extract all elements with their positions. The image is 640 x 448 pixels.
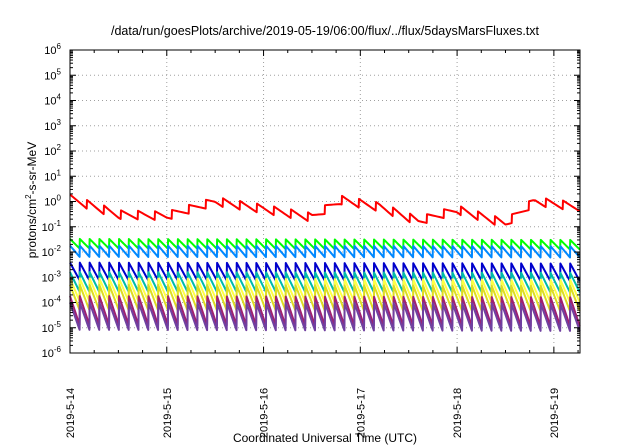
y-tick-base: 10 xyxy=(44,96,56,108)
flux-series-line-2 xyxy=(69,244,581,259)
y-axis-label-sup: 2 xyxy=(24,194,33,199)
y-tick-exp: 2 xyxy=(57,143,62,152)
y-tick-label: 10-1 xyxy=(42,219,62,234)
x-axis-label: Coordinated Universal Time (UTC) xyxy=(233,431,417,445)
y-tick-label: 10-5 xyxy=(42,320,62,335)
y-tick-base: 10 xyxy=(44,146,56,158)
x-tick-label: 2019-5-18 xyxy=(452,388,464,438)
grid-lines xyxy=(70,50,580,353)
y-axis-label-suffix: -s-sr-MeV xyxy=(25,142,39,195)
y-axis-label: protons/cm2-s-sr-MeV xyxy=(24,142,39,258)
flux-series-line-8 xyxy=(69,301,581,332)
y-tick-exp: -5 xyxy=(54,320,62,329)
y-axis-ticks: 10610510410310210110010-110-210-310-410-… xyxy=(42,42,580,360)
x-tick-label: 2019-5-14 xyxy=(65,388,77,438)
y-tick-base: 10 xyxy=(42,348,54,360)
y-tick-base: 10 xyxy=(44,197,56,209)
y-tick-base: 10 xyxy=(44,171,56,183)
series-group xyxy=(69,193,581,332)
y-tick-exp: -3 xyxy=(54,269,62,278)
y-tick-label: 100 xyxy=(44,194,61,209)
y-tick-label: 105 xyxy=(44,67,61,82)
y-tick-exp: 6 xyxy=(57,42,62,51)
y-tick-exp: 5 xyxy=(57,67,62,76)
y-tick-label: 10-3 xyxy=(42,269,62,284)
x-tick-label: 2019-5-16 xyxy=(259,388,271,438)
y-tick-base: 10 xyxy=(42,247,54,259)
y-tick-label: 102 xyxy=(44,143,61,158)
chart-title: /data/run/goesPlots/archive/2019-05-19/0… xyxy=(111,24,540,38)
y-tick-exp: -2 xyxy=(54,244,62,253)
y-tick-base: 10 xyxy=(44,45,56,57)
y-tick-label: 10-6 xyxy=(42,345,62,360)
y-tick-exp: 3 xyxy=(57,118,62,127)
y-tick-label: 101 xyxy=(44,168,61,183)
y-tick-base: 10 xyxy=(42,298,54,310)
y-axis-label-prefix: protons/cm xyxy=(25,199,39,258)
y-tick-exp: 1 xyxy=(57,168,62,177)
x-axis-ticks: 2019-5-14 2019-5-15 2019-5-16 2019-5-17 2019… xyxy=(65,50,579,438)
flux-series-line-1 xyxy=(69,237,581,251)
y-tick-base: 10 xyxy=(42,222,54,234)
y-tick-exp: -4 xyxy=(54,295,62,304)
y-tick-base: 10 xyxy=(42,323,54,335)
y-tick-exp: 4 xyxy=(57,93,62,102)
y-tick-exp: -6 xyxy=(54,345,62,354)
y-tick-base: 10 xyxy=(42,272,54,284)
y-tick-exp: -1 xyxy=(54,219,62,228)
y-tick-exp: 0 xyxy=(57,194,62,203)
y-tick-label: 103 xyxy=(44,118,61,133)
y-tick-label: 10-2 xyxy=(42,244,62,259)
x-tick-label: 2019-5-19 xyxy=(549,388,561,438)
x-tick-label: 2019-5-17 xyxy=(355,388,367,438)
y-tick-base: 10 xyxy=(44,121,56,133)
y-tick-label: 106 xyxy=(44,42,61,57)
y-tick-label: 10-4 xyxy=(42,295,62,310)
x-tick-label: 2019-5-15 xyxy=(162,388,174,438)
y-tick-label: 104 xyxy=(44,93,61,108)
flux-series-line-0 xyxy=(69,193,581,226)
y-tick-base: 10 xyxy=(44,70,56,82)
